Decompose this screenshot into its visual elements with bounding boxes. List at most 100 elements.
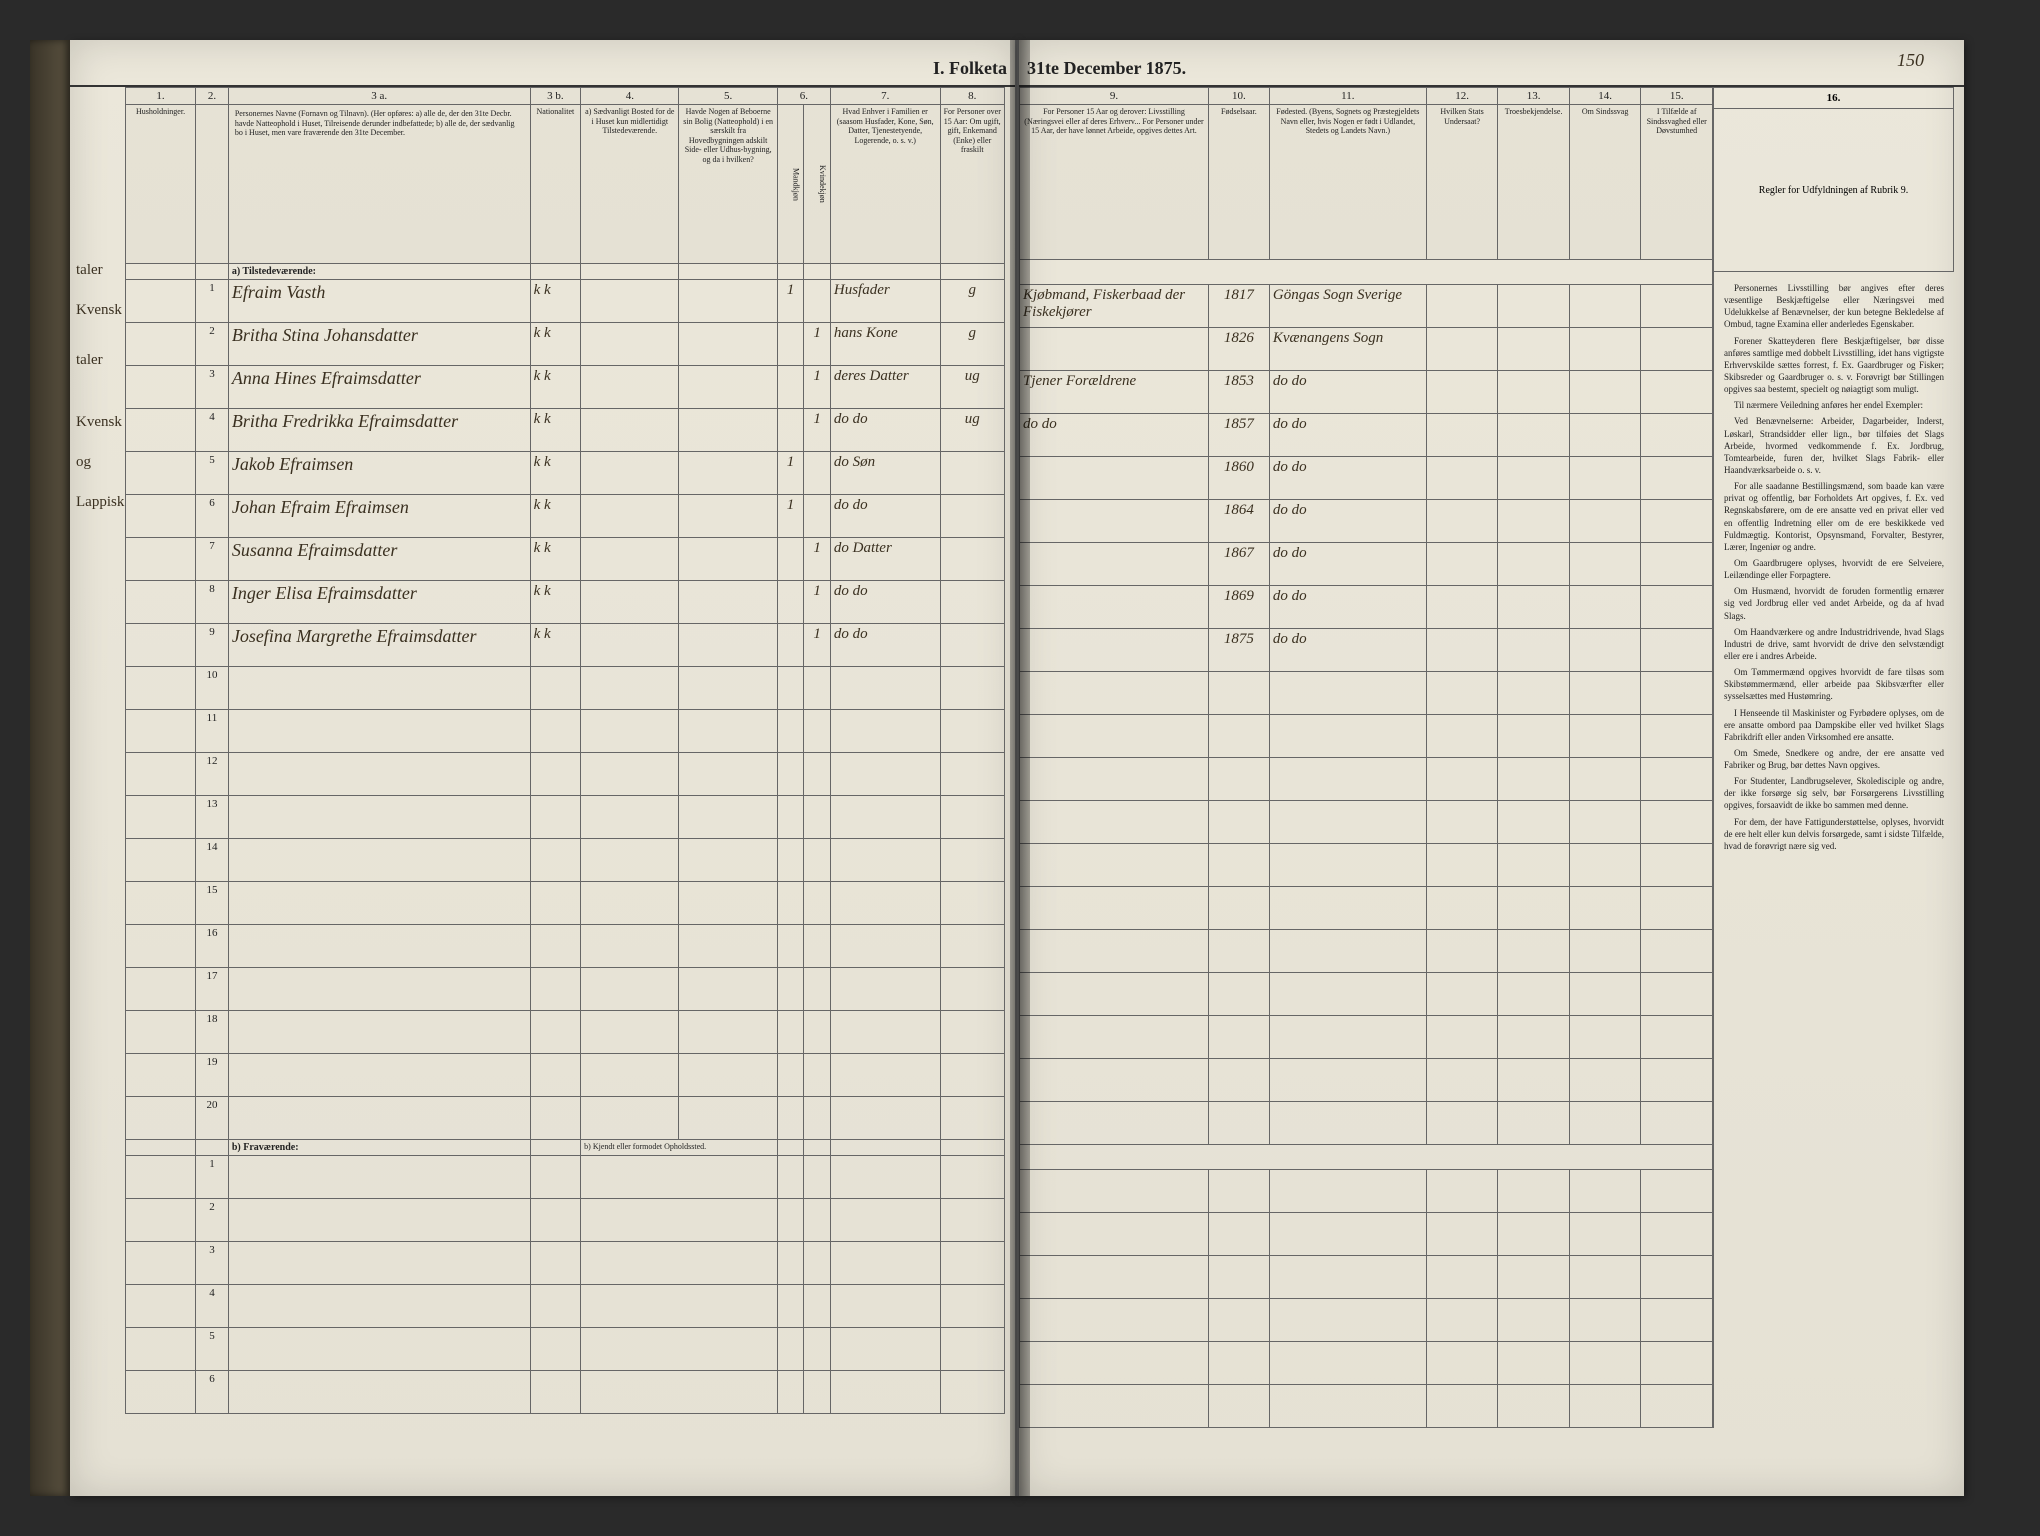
relation: deres Datter [830, 366, 940, 409]
row-number: 9 [196, 624, 229, 667]
col-10-label: Fødselsaar. [1209, 105, 1270, 260]
empty-row: 4 [126, 1285, 1005, 1328]
civil-status [940, 624, 1005, 667]
header-left: I. Folketa [70, 40, 1015, 87]
table-row: Kjøbmand, Fiskerbaad der Fiskekjører1817… [1020, 285, 1713, 328]
empty-row: 3 [126, 1242, 1005, 1285]
nationality: k k [530, 581, 581, 624]
table-row: 1867do do [1020, 543, 1713, 586]
book-spread: I. Folketa taler Kvensk taler Kvensk og … [0, 0, 2040, 1536]
empty-row: 16 [126, 925, 1005, 968]
relation: do do [830, 624, 940, 667]
row-number: 8 [196, 581, 229, 624]
col-13-num: 13. [1498, 88, 1570, 105]
instr-p: Ved Benævnelserne: Arbeider, Dagarbeider… [1724, 415, 1944, 476]
birthplace: do do [1269, 414, 1426, 457]
table-row: 9Josefina Margrethe Efraimsdatterk k 1do … [126, 624, 1005, 667]
col-4-num: 4. [581, 88, 679, 105]
occupation [1020, 328, 1209, 371]
relation: do Datter [830, 538, 940, 581]
table-row: 5Jakob Efraimsenk k1do Søn [126, 452, 1005, 495]
occupation [1020, 543, 1209, 586]
empty-row: 2 [126, 1199, 1005, 1242]
instr-p: Om Gaardbrugere oplyses, hvorvidt de ere… [1724, 557, 1944, 581]
relation: do do [830, 409, 940, 452]
occupation: Tjener Forældrene [1020, 371, 1209, 414]
person-name: Britha Fredrikka Efraimsdatter [228, 409, 530, 452]
col-14-label: Om Sindssvag [1569, 105, 1641, 260]
table-row: 1826Kvænangens Sogn [1020, 328, 1713, 371]
empty-row [1020, 930, 1713, 973]
col-1-label: Husholdninger. [126, 105, 196, 264]
sex-k: 1 [804, 624, 831, 667]
birth-year: 1869 [1209, 586, 1270, 629]
page-number: 150 [1897, 50, 1924, 71]
empty-row [1020, 672, 1713, 715]
empty-row: 5 [126, 1328, 1005, 1371]
ledger-table-left: 1. 2. 3 a. 3 b. 4. 5. 6. 7. 8. Husholdni… [125, 87, 1005, 1414]
birthplace: Göngas Sogn Sverige [1269, 285, 1426, 328]
table-row: 1Efraim Vasthk k1Husfaderg [126, 280, 1005, 323]
civil-status [940, 538, 1005, 581]
sex-m [777, 624, 804, 667]
birthplace: do do [1269, 629, 1426, 672]
table-row: 1860do do [1020, 457, 1713, 500]
occupation [1020, 457, 1209, 500]
birth-year: 1853 [1209, 371, 1270, 414]
empty-row: 19 [126, 1054, 1005, 1097]
empty-row [1020, 1170, 1713, 1213]
table-row: 8Inger Elisa Efraimsdatterk k1do do [126, 581, 1005, 624]
nationality: k k [530, 280, 581, 323]
empty-row [1020, 1299, 1713, 1342]
empty-row: 18 [126, 1011, 1005, 1054]
relation: hans Kone [830, 323, 940, 366]
birthplace: do do [1269, 543, 1426, 586]
col-16-label: Regler for Udfyldningen af Rubrik 9. [1714, 109, 1954, 272]
relation: do Søn [830, 452, 940, 495]
empty-row [1020, 973, 1713, 1016]
col-7-num: 7. [830, 88, 940, 105]
col-3b-num: 3 b. [530, 88, 581, 105]
col-13-label: Troesbekjendelse. [1498, 105, 1570, 260]
civil-status: ug [940, 366, 1005, 409]
table-row: 3Anna Hines Efraimsdatterk k1deres Datte… [126, 366, 1005, 409]
empty-row [1020, 715, 1713, 758]
empty-row: 10 [126, 667, 1005, 710]
instructions-text: Personernes Livsstilling bør angives eft… [1714, 272, 1954, 862]
person-name: Josefina Margrethe Efraimsdatter [228, 624, 530, 667]
empty-row [1020, 758, 1713, 801]
table-row: 4Britha Fredrikka Efraimsdatterk k1do do… [126, 409, 1005, 452]
nationality: k k [530, 452, 581, 495]
sex-k [804, 452, 831, 495]
margin-note: og [76, 442, 124, 482]
col-11-num: 11. [1269, 88, 1426, 105]
nationality: k k [530, 323, 581, 366]
instr-p: Om Husmænd, hvorvidt de foruden formentl… [1724, 585, 1944, 621]
sex-k: 1 [804, 409, 831, 452]
empty-row [1020, 1342, 1713, 1385]
empty-row: 20 [126, 1097, 1005, 1140]
col-7-label: Hvad Enhver i Familien er (saasom Husfad… [830, 105, 940, 264]
sex-k: 1 [804, 323, 831, 366]
sex-m: 1 [777, 280, 804, 323]
nationality: k k [530, 624, 581, 667]
empty-row: 13 [126, 796, 1005, 839]
occupation [1020, 500, 1209, 543]
left-page: I. Folketa taler Kvensk taler Kvensk og … [70, 40, 1017, 1496]
section-a-row: a) Tilstedeværende: [126, 264, 1005, 280]
empty-row: 1 [126, 1156, 1005, 1199]
occupation [1020, 629, 1209, 672]
instr-p: Til nærmere Veiledning anføres her endel… [1724, 399, 1944, 411]
occupation: Kjøbmand, Fiskerbaad der Fiskekjører [1020, 285, 1209, 328]
sex-k [804, 280, 831, 323]
row-number: 1 [196, 280, 229, 323]
col-5-label: Havde Nogen af Beboerne sin Bolig (Natte… [679, 105, 777, 264]
sex-m [777, 581, 804, 624]
empty-row: 17 [126, 968, 1005, 1011]
birthplace: do do [1269, 586, 1426, 629]
person-name: Jakob Efraimsen [228, 452, 530, 495]
col-3a-label: Personernes Navne (Fornavn og Tilnavn). … [228, 105, 530, 264]
civil-status [940, 452, 1005, 495]
table-row: 2Britha Stina Johansdatterk k1hans Koneg [126, 323, 1005, 366]
person-name: Johan Efraim Efraimsen [228, 495, 530, 538]
